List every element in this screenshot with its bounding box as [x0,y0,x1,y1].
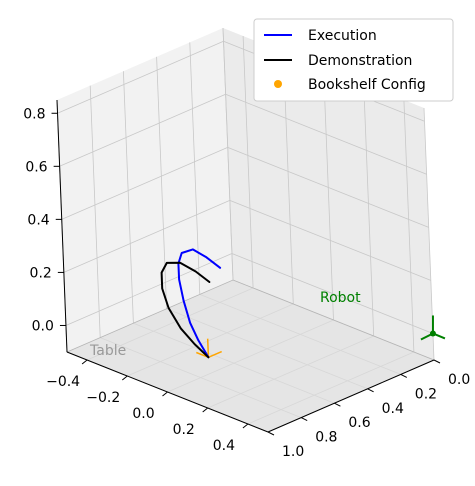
y-tick-label-0: 0.0 [448,372,470,388]
y-tick-mark-5 [267,431,275,436]
legend-marker-bookshelf [274,80,282,88]
series-line-1 [160,261,211,359]
trajectory-series [160,248,446,359]
y-axis-line [267,359,435,433]
x-tick-mark-4 [242,423,249,429]
y-tick-label-5: 1.0 [282,444,304,460]
z-tick-label-2: 0.4 [27,212,49,228]
grid-y-wall-3 [123,71,134,324]
y-tick-mark-0 [433,359,441,364]
pane-back-left [57,28,233,352]
x-tick-mark-0 [81,359,88,365]
z-tick-label-0: 0.0 [32,319,54,335]
grid-x-wall-4 [403,99,415,353]
grid-z-right-3 [225,93,427,175]
x-tick-label-3: 0.2 [173,422,195,438]
grid-y-wall-4 [89,85,101,338]
legend-label-bookshelf: Bookshelf Config [308,77,426,93]
grid-z-right-2 [227,147,429,228]
bookshelf-segment-2 [208,350,222,358]
grid-z-left-1 [63,200,230,273]
bookshelf-segment-0 [206,338,210,358]
series-line-0 [177,248,222,359]
z-tick-label-4: 0.8 [23,106,45,122]
grid-x-wall-2 [323,67,334,321]
x-tick-label-2: 0.0 [132,406,154,422]
grid-x-wall-0 [242,35,254,289]
grid-z-left-3 [59,93,226,167]
legend: Execution Demonstration Bookshelf Config [253,18,454,102]
z-axis-line [56,99,68,353]
x-tick-label-4: 0.4 [213,438,235,454]
legend-label-execution: Execution [308,28,377,44]
grid-z-left-0 [65,253,233,326]
y-tick-mark-1 [400,373,408,378]
pane-edge-vertical [222,27,234,281]
z-tick-label-1: 0.2 [30,265,52,281]
y-tick-label-2: 0.4 [382,401,404,417]
tick-labels: −0.4 −0.2 0.0 0.2 0.4 0.0 0.2 0.4 0.6 0.8 1.0 0.0 0.… [23,106,470,460]
y-tick-label-3: 0.6 [348,415,370,431]
y-tick-mark-2 [367,388,374,393]
grid-z-right-1 [229,200,431,281]
y-tick-mark-3 [334,402,341,407]
legend-label-demonstration: Demonstration [308,53,412,69]
x-tick-mark-1 [121,375,128,381]
grid-z-left-4 [57,40,224,114]
legend-frame [253,18,454,102]
grid-x-wall-3 [363,83,375,337]
annotations: Table Robot [89,290,361,359]
robot-label: Robot [320,290,361,306]
grid-z-right-0 [231,253,434,334]
y-tick-mark-4 [300,417,308,422]
table-label: Table [89,343,126,359]
z-tick-label-3: 0.6 [25,159,47,175]
robot-marker [429,330,436,337]
x-tick-mark-2 [162,391,168,397]
y-tick-label-1: 0.2 [415,386,437,402]
x-tick-label-1: −0.2 [86,390,120,406]
x-tick-mark-3 [202,407,209,413]
y-tick-label-4: 0.8 [315,430,337,446]
grid-z-left-2 [61,147,228,220]
x-tick-label-0: −0.4 [46,374,80,390]
